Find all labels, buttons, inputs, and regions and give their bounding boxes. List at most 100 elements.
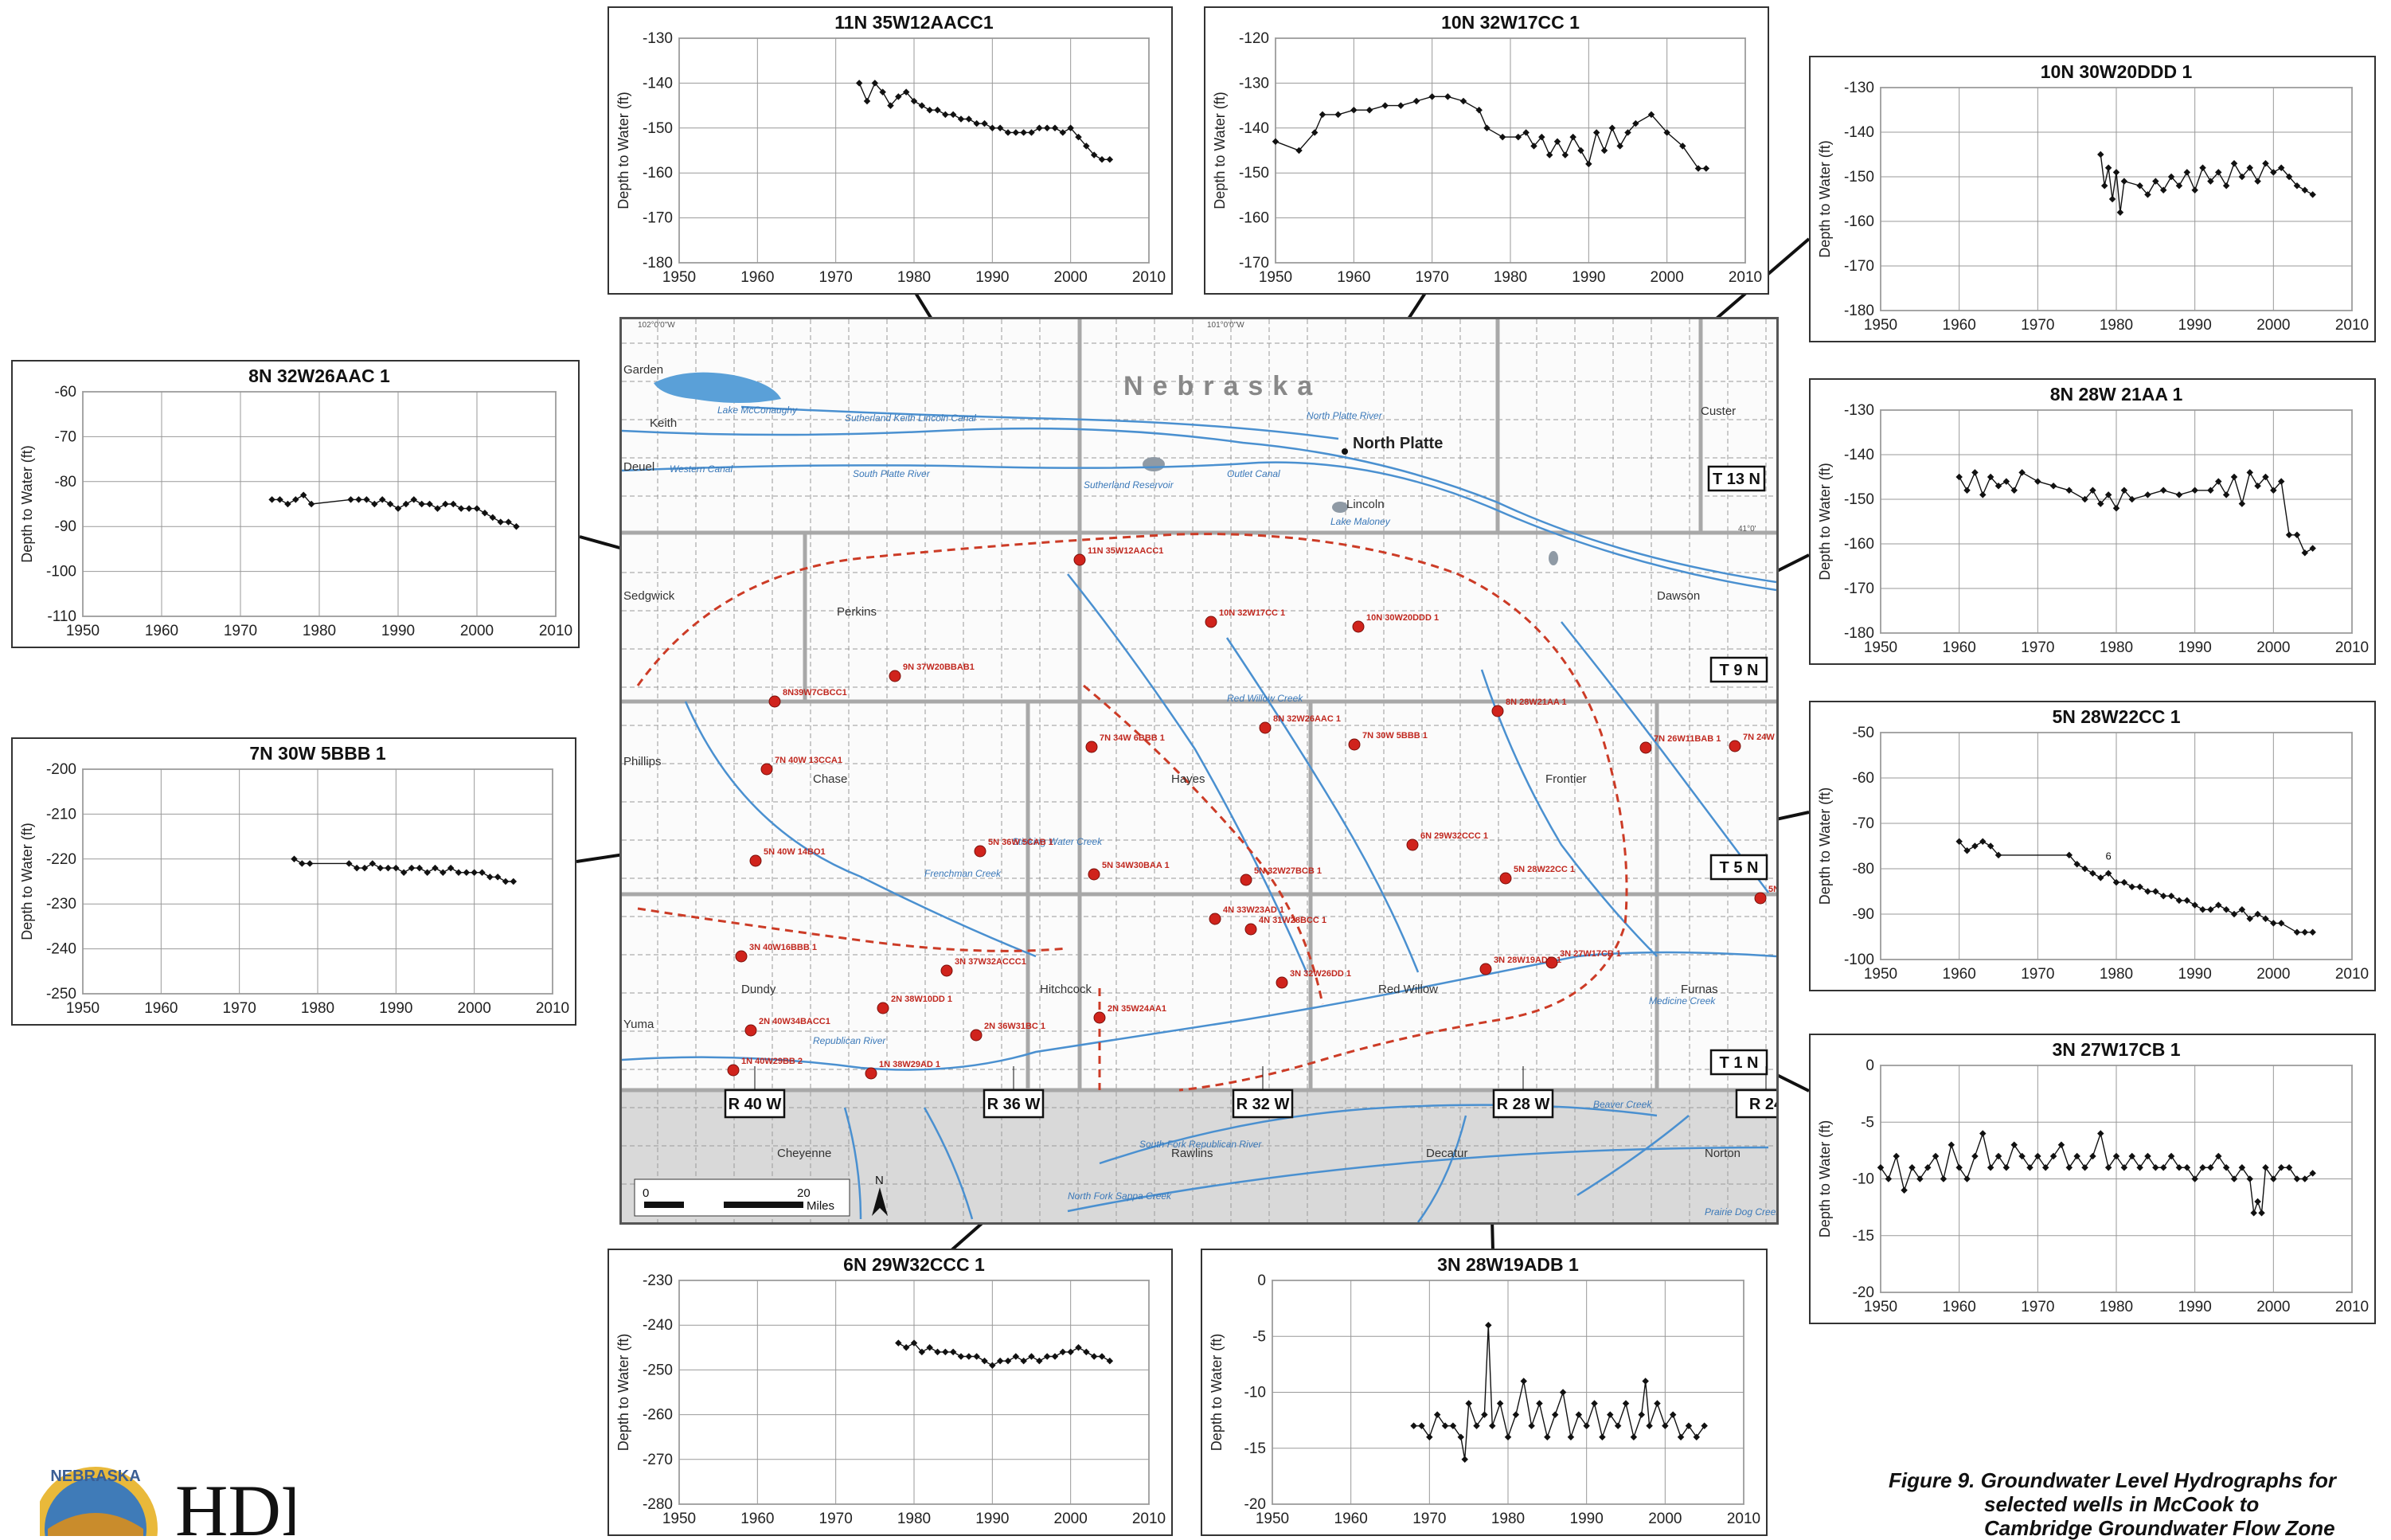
data-point [2262, 473, 2269, 481]
x-tick-label: 2010 [2335, 317, 2369, 334]
well-label: 8N 32W26AAC 1 [1273, 714, 1341, 724]
data-point [1622, 1400, 1630, 1407]
y-tick-label: -90 [55, 518, 76, 535]
y-tick-label: -180 [643, 255, 673, 272]
data-point [1567, 1433, 1575, 1440]
data-point [1020, 129, 1027, 136]
y-tick-label: 0 [1257, 1272, 1266, 1289]
hydrograph-svg: 5N 28W22CC 1 1950 1960 1970 1980 1990 2000 2010… [1817, 706, 2369, 983]
data-point [1461, 1456, 1468, 1464]
well-label: 6N 29W32CCC 1 [1420, 831, 1488, 841]
lake-mcconaughy [654, 372, 781, 403]
x-tick-label: 1980 [2100, 966, 2133, 983]
data-point [1496, 1400, 1504, 1407]
y-tick-label: -270 [643, 1452, 673, 1468]
well-marker [1088, 868, 1100, 881]
y-axis-label: Depth to Water (ft) [1209, 1334, 1225, 1451]
data-point [377, 864, 384, 872]
x-tick-label: 2000 [1648, 1511, 1682, 1527]
county-label: Dawson [1657, 589, 1700, 603]
x-tick-label: 2010 [2335, 966, 2369, 983]
y-tick-label: -170 [1844, 580, 1874, 597]
north-platte-marker [1342, 448, 1348, 455]
well-marker [1639, 741, 1652, 754]
series-line [272, 494, 517, 527]
y-tick-label: -180 [1844, 303, 1874, 319]
data-point [1036, 1357, 1043, 1365]
data-point [1020, 1357, 1027, 1365]
well-marker [1479, 963, 1492, 975]
x-tick-label: 1960 [1337, 269, 1370, 286]
data-point [2262, 915, 2269, 922]
x-tick-label: 1990 [2178, 317, 2212, 334]
x-tick-label: 1980 [2100, 317, 2133, 334]
data-point [2199, 1164, 2206, 1171]
well-label: 7N 34W 6BBB 1 [1100, 733, 1165, 743]
well-marker [1073, 553, 1086, 566]
y-tick-label: -80 [1853, 861, 1874, 877]
hydrograph-svg: 10N 30W20DDD 1 1950 1960 1970 1980 1990 2000 20… [1817, 61, 2369, 334]
x-tick-label: 1980 [2100, 1299, 2133, 1315]
y-tick-label: -260 [643, 1407, 673, 1424]
figure-caption: Figure 9. Groundwater Level Hydrographs … [1889, 1468, 2382, 1540]
data-point [1051, 1353, 1059, 1360]
county-label: Deuel [623, 460, 654, 474]
well-label: 5N 40W 14BO1 [764, 847, 826, 857]
data-point [2081, 495, 2088, 503]
river [622, 427, 1776, 584]
data-point [1067, 124, 1074, 132]
well-marker [889, 670, 901, 682]
x-tick-label: 1960 [1943, 317, 1976, 334]
range-box [1735, 1089, 1776, 1119]
well-label: 3N 28W19ADB 1 [1494, 956, 1561, 965]
y-tick-label: -130 [1844, 80, 1874, 96]
well-marker [768, 695, 781, 708]
water-label: Western Canal [670, 463, 733, 475]
data-point [1090, 151, 1098, 158]
well-label: 10N 30W20DDD 1 [1366, 613, 1439, 623]
data-point [1575, 1411, 1583, 1418]
chart-title: 11N 35W12AACC1 [834, 12, 994, 33]
x-tick-label: 1950 [1864, 639, 1897, 656]
data-point [1909, 1164, 1916, 1171]
well-label: 1N 40W29BB 2 [741, 1057, 803, 1066]
data-point [1485, 1321, 1492, 1329]
data-point [973, 1353, 980, 1360]
well-marker [865, 1067, 877, 1080]
y-tick-label: -180 [1844, 625, 1874, 642]
data-point [1426, 1433, 1433, 1440]
hydrograph-10n-30w20ddd-1: 10N 30W20DDD 1 1950 1960 1970 1980 1990 2000 20… [1809, 56, 2376, 342]
well-marker [1754, 892, 1767, 905]
x-tick-label: 1970 [2021, 1299, 2054, 1315]
township-label: T 13 N [1713, 471, 1760, 488]
data-point [1043, 1353, 1051, 1360]
y-tick-label: -240 [643, 1317, 673, 1334]
hydrograph-10n-32w17cc-1: 10N 32W17CC 1 1950 1960 1970 1980 1990 2000 201… [1204, 6, 1769, 295]
y-axis-label: Depth to Water (ft) [615, 1334, 631, 1451]
well-marker [749, 854, 762, 867]
range-label: R 32 W [1237, 1096, 1290, 1113]
study-area-map[interactable]: Nebraska North Platte 102°0'0"W 101°0'0"W 41… [619, 317, 1779, 1225]
y-tick-label: -60 [55, 384, 76, 401]
data-point [2262, 159, 2269, 167]
well-marker [1545, 956, 1558, 969]
well-marker [1240, 874, 1252, 886]
data-point [371, 500, 378, 508]
hdr-logo: HDR [175, 1470, 295, 1536]
x-tick-label: 1950 [662, 1511, 696, 1527]
hydrograph-11n-35w12aacc1: 11N 35W12AACC1 1950 1960 1970 1980 1990 2000 20… [608, 6, 1173, 295]
data-point [1106, 156, 1114, 163]
county-label: Frontier [1545, 772, 1587, 786]
data-point [1457, 1433, 1465, 1440]
x-tick-label: 1950 [1256, 1511, 1289, 1527]
x-tick-label: 2010 [536, 1000, 569, 1017]
well-label: 4N 31W28BCC 1 [1259, 916, 1326, 925]
chart-title: 3N 27W17CB 1 [2052, 1039, 2180, 1060]
data-point [1654, 1400, 1661, 1407]
water-label: Sutherland Keith Lincoln Canal [845, 412, 976, 424]
x-tick-label: 1950 [66, 1000, 100, 1017]
x-tick-label: 1980 [303, 623, 336, 639]
map-canvas[interactable]: Nebraska North Platte 102°0'0"W 101°0'0"W 41… [622, 319, 1776, 1222]
chart-title: 7N 30W 5BBB 1 [249, 743, 385, 764]
data-point [2254, 1198, 2261, 1206]
